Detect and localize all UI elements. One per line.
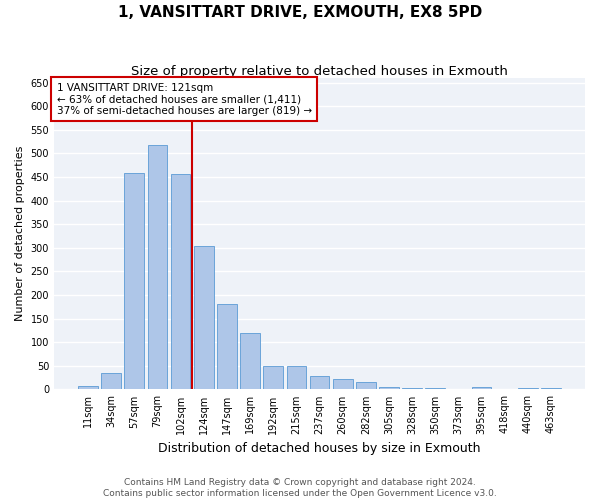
Bar (287, 366, 306, 390)
Bar (171, 174, 190, 390)
Bar (263, 366, 283, 390)
Bar (541, 388, 561, 390)
Bar (194, 246, 214, 390)
Bar (101, 373, 121, 390)
Bar (425, 388, 445, 390)
Title: Size of property relative to detached houses in Exmouth: Size of property relative to detached ho… (131, 65, 508, 78)
Bar (518, 388, 538, 390)
Bar (78, 386, 98, 390)
Bar (240, 334, 260, 390)
Text: 1 VANSITTART DRIVE: 121sqm
← 63% of detached houses are smaller (1,411)
37% of s: 1 VANSITTART DRIVE: 121sqm ← 63% of deta… (56, 82, 312, 116)
Y-axis label: Number of detached properties: Number of detached properties (15, 146, 25, 322)
Text: Contains HM Land Registry data © Crown copyright and database right 2024.
Contai: Contains HM Land Registry data © Crown c… (103, 478, 497, 498)
Text: 1, VANSITTART DRIVE, EXMOUTH, EX8 5PD: 1, VANSITTART DRIVE, EXMOUTH, EX8 5PD (118, 5, 482, 20)
X-axis label: Distribution of detached houses by size in Exmouth: Distribution of detached houses by size … (158, 442, 481, 455)
Bar (356, 382, 376, 390)
Bar (217, 304, 237, 390)
Bar (402, 388, 422, 390)
Bar (148, 146, 167, 390)
Bar (124, 174, 144, 390)
Bar (333, 379, 353, 390)
Bar (379, 387, 399, 390)
Bar (310, 376, 329, 390)
Bar (472, 386, 491, 390)
